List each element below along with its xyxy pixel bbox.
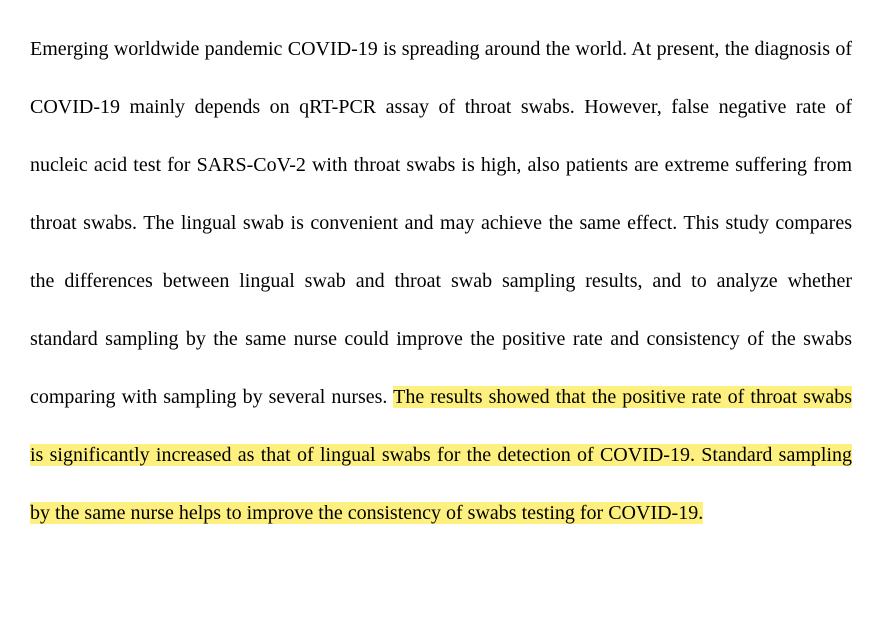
abstract-paragraph: Emerging worldwide pandemic COVID-19 is …	[30, 20, 852, 542]
abstract-text-normal: Emerging worldwide pandemic COVID-19 is …	[30, 38, 852, 408]
